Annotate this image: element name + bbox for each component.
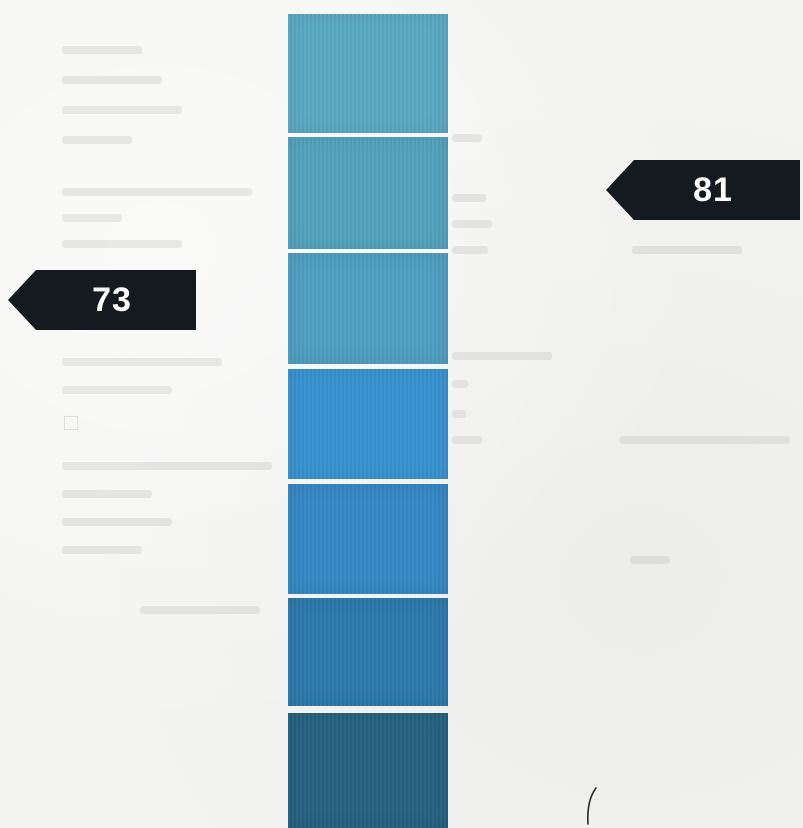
faint-print <box>62 136 132 144</box>
faint-print <box>620 436 790 444</box>
marker-tag-left: 73 <box>8 270 196 330</box>
faint-print <box>632 246 742 254</box>
color-swatch-4 <box>288 369 448 479</box>
faint-print <box>452 352 552 360</box>
marker-value: 81 <box>693 170 733 209</box>
faint-print <box>452 220 492 228</box>
faint-print <box>62 106 182 114</box>
faint-print <box>62 240 182 248</box>
faint-print <box>62 546 142 554</box>
faint-print <box>140 606 260 614</box>
pen-mark <box>587 787 597 825</box>
color-chart-strip <box>288 8 448 828</box>
faint-print <box>62 358 222 366</box>
faint-print <box>62 518 172 526</box>
faint-print <box>452 436 482 444</box>
faint-print <box>62 188 252 196</box>
faint-checkbox <box>64 416 78 430</box>
faint-print <box>62 386 172 394</box>
color-swatch-6 <box>288 598 448 706</box>
faint-print <box>452 134 482 142</box>
color-swatch-7 <box>288 713 448 828</box>
faint-print <box>62 462 272 470</box>
faint-print <box>62 76 162 84</box>
color-swatch-3 <box>288 253 448 364</box>
faint-print <box>62 214 122 222</box>
faint-print <box>452 410 466 418</box>
color-swatch-1 <box>288 14 448 133</box>
faint-print <box>452 194 486 202</box>
color-swatch-5 <box>288 484 448 594</box>
marker-tag-right: 81 <box>606 160 800 220</box>
color-swatch-2 <box>288 137 448 249</box>
faint-print <box>452 246 488 254</box>
faint-print <box>62 46 142 54</box>
faint-print <box>62 490 152 498</box>
marker-value: 73 <box>92 280 132 319</box>
faint-print <box>452 380 468 388</box>
faint-print <box>630 556 670 564</box>
